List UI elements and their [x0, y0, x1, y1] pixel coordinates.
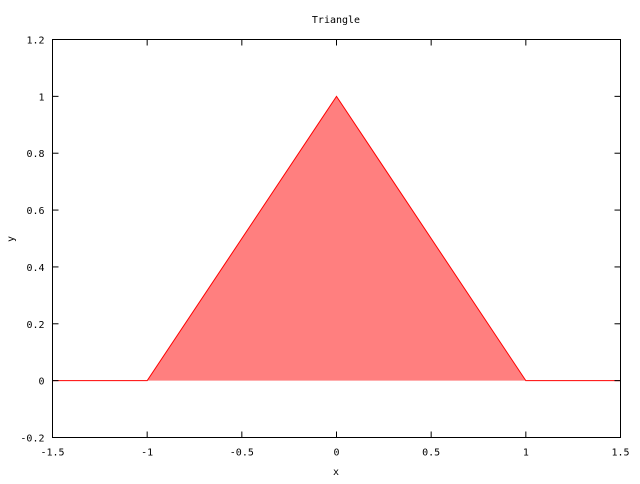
y-tick-label: 0: [38, 377, 44, 388]
x-axis-label: x: [333, 467, 339, 478]
y-tick-label: 0.8: [26, 149, 44, 160]
y-axis-label: y: [6, 236, 17, 242]
x-tick-label: 0.5: [422, 448, 440, 459]
x-tick-label: 1: [523, 448, 529, 459]
fill-layer: [53, 96, 621, 380]
x-tick-label: -1: [141, 448, 153, 459]
y-tick-label: 0.2: [26, 320, 44, 331]
y-tick-label: 0.4: [26, 263, 44, 274]
y-tick-label: 0.6: [26, 206, 44, 217]
chart-title: Triangle: [312, 15, 360, 26]
x-tick-label: -0.5: [230, 448, 254, 459]
x-tick-label: -1.5: [40, 448, 64, 459]
area-fill: [53, 96, 621, 380]
x-tick-label: 1.5: [611, 448, 629, 459]
y-tick-label: 1: [38, 92, 44, 103]
y-tick-label: -0.2: [20, 434, 44, 445]
x-tick-label: 0: [333, 448, 339, 459]
y-tick-label: 1.2: [26, 36, 44, 47]
